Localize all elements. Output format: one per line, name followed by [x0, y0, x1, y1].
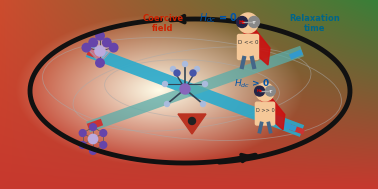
Text: Coercive
field: Coercive field [143, 14, 184, 33]
Text: Relaxation
time: Relaxation time [290, 14, 340, 33]
Circle shape [195, 67, 200, 71]
Text: D << 0: D << 0 [238, 40, 258, 46]
Circle shape [265, 86, 275, 96]
Circle shape [189, 118, 195, 125]
Polygon shape [258, 97, 285, 130]
Circle shape [90, 147, 96, 154]
Circle shape [88, 134, 98, 144]
Polygon shape [240, 28, 270, 65]
Circle shape [90, 124, 96, 130]
Circle shape [89, 38, 98, 47]
Circle shape [170, 67, 175, 71]
Circle shape [95, 46, 105, 56]
Circle shape [256, 83, 274, 101]
Circle shape [163, 81, 167, 87]
Circle shape [82, 43, 91, 52]
Circle shape [255, 86, 265, 96]
Text: Hc: Hc [257, 89, 263, 93]
Text: $H_{dc}$ = 0: $H_{dc}$ = 0 [198, 11, 237, 25]
Circle shape [203, 81, 208, 87]
Circle shape [96, 59, 104, 67]
FancyBboxPatch shape [256, 102, 274, 125]
Circle shape [102, 38, 111, 47]
Text: Hc: Hc [239, 19, 245, 25]
Circle shape [109, 43, 118, 52]
Text: $H_{dc}$ > 0: $H_{dc}$ > 0 [234, 77, 270, 90]
Circle shape [200, 101, 206, 106]
Circle shape [248, 16, 260, 28]
Circle shape [174, 70, 180, 76]
Polygon shape [87, 36, 114, 63]
Text: $\tau$: $\tau$ [268, 88, 273, 95]
Text: D >> 0: D >> 0 [256, 108, 274, 112]
Circle shape [79, 130, 86, 136]
Circle shape [238, 13, 258, 33]
Circle shape [180, 84, 190, 94]
Circle shape [183, 61, 187, 67]
Circle shape [100, 142, 107, 148]
Circle shape [79, 142, 86, 148]
Circle shape [96, 31, 104, 40]
Circle shape [237, 16, 248, 28]
Polygon shape [178, 114, 206, 134]
Circle shape [190, 70, 196, 76]
Circle shape [100, 130, 107, 136]
Text: $\tau$: $\tau$ [251, 19, 257, 26]
FancyBboxPatch shape [237, 35, 259, 60]
Circle shape [164, 101, 169, 106]
